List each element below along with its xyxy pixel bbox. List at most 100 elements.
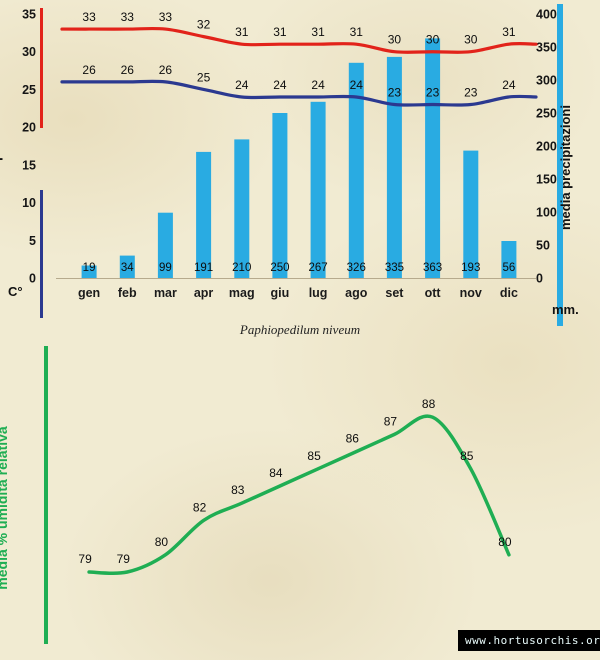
svg-text:feb: feb — [118, 286, 137, 300]
svg-text:15: 15 — [22, 158, 36, 172]
svg-text:25: 25 — [22, 83, 36, 97]
precipitation-axis-title: media precipitazioni — [558, 105, 573, 230]
svg-text:30: 30 — [388, 33, 402, 47]
watermark: www.hortusorchis.org — [458, 630, 600, 651]
svg-text:24: 24 — [350, 78, 364, 92]
svg-text:50: 50 — [536, 239, 550, 253]
svg-text:gen: gen — [78, 286, 100, 300]
mimime-label: mimime — [0, 240, 3, 290]
svg-text:250: 250 — [270, 262, 289, 274]
svg-text:25: 25 — [197, 70, 211, 84]
svg-text:86: 86 — [346, 432, 360, 446]
svg-text:19: 19 — [83, 262, 96, 274]
svg-text:24: 24 — [273, 78, 287, 92]
temperature-precipitation-section: 35 30 25 20 15 10 5 0 400 350 300 250 200 150 100 50 0 ge… — [0, 4, 579, 326]
svg-text:80: 80 — [155, 535, 169, 549]
svg-text:363: 363 — [423, 262, 442, 274]
svg-text:23: 23 — [426, 86, 440, 100]
svg-text:apr: apr — [194, 286, 214, 300]
svg-text:80: 80 — [498, 535, 512, 549]
humidity-plot: 79 79 80 82 83 84 85 86 87 88 85 80 — [78, 397, 512, 576]
svg-text:35: 35 — [22, 8, 36, 22]
svg-text:32: 32 — [197, 18, 211, 32]
svg-text:99: 99 — [159, 262, 172, 274]
chart-title: Paphiopedilum niveum — [239, 322, 361, 337]
svg-text:56: 56 — [503, 262, 516, 274]
svg-text:88: 88 — [422, 397, 436, 411]
min-temperature-labels: 26 26 26 25 24 24 24 24 23 23 23 24 — [82, 63, 516, 100]
svg-text:30: 30 — [426, 33, 440, 47]
left-axis-ticks: 35 30 25 20 15 10 5 0 — [22, 8, 36, 286]
precipitation-bars — [81, 38, 517, 279]
svg-text:250: 250 — [536, 107, 557, 121]
svg-text:20: 20 — [22, 121, 36, 135]
month-labels: gen feb mar apr mag giu lug ago set ott nov dic — [78, 286, 518, 300]
svg-text:267: 267 — [308, 262, 327, 274]
svg-text:23: 23 — [464, 86, 478, 100]
svg-text:nov: nov — [460, 286, 482, 300]
celsius-unit-label: C° — [8, 284, 23, 299]
svg-text:350: 350 — [536, 41, 557, 55]
svg-text:30: 30 — [22, 45, 36, 59]
min-temperature-line — [60, 79, 538, 107]
svg-text:335: 335 — [385, 262, 404, 274]
svg-text:giu: giu — [271, 286, 290, 300]
svg-text:326: 326 — [347, 262, 366, 274]
svg-text:mag: mag — [229, 286, 255, 300]
right-axis-ticks: 400 350 300 250 200 150 100 50 0 — [536, 8, 557, 286]
svg-text:193: 193 — [461, 262, 480, 274]
max-temperature-line — [60, 26, 538, 54]
svg-text:34: 34 — [121, 262, 134, 274]
svg-text:0: 0 — [29, 272, 36, 286]
svg-text:300: 300 — [536, 74, 557, 88]
precipitation-axis-strip — [557, 4, 563, 326]
svg-text:33: 33 — [82, 10, 96, 24]
svg-text:85: 85 — [307, 449, 321, 463]
svg-text:33: 33 — [121, 10, 135, 24]
svg-text:400: 400 — [536, 8, 557, 22]
svg-text:31: 31 — [273, 25, 287, 39]
svg-text:26: 26 — [121, 63, 135, 77]
svg-text:83: 83 — [231, 483, 245, 497]
svg-text:31: 31 — [235, 25, 249, 39]
mimime-axis-strip — [40, 190, 43, 318]
svg-text:ago: ago — [345, 286, 368, 300]
max-temperature-labels: 33 33 33 32 31 31 31 31 30 30 30 31 — [82, 10, 516, 47]
svg-text:87: 87 — [384, 414, 398, 428]
svg-text:31: 31 — [350, 25, 364, 39]
svg-text:10: 10 — [22, 196, 36, 210]
svg-text:30: 30 — [464, 33, 478, 47]
svg-text:5: 5 — [29, 234, 36, 248]
svg-text:24: 24 — [235, 78, 249, 92]
svg-text:24: 24 — [311, 78, 325, 92]
temperature-axis-title: media temperature — [0, 108, 3, 226]
svg-text:ott: ott — [425, 286, 442, 300]
svg-text:26: 26 — [82, 63, 96, 77]
humidity-axis-strip — [44, 346, 48, 644]
massime-axis-strip — [40, 8, 43, 128]
svg-text:0: 0 — [536, 272, 543, 286]
svg-text:33: 33 — [159, 10, 173, 24]
svg-text:dic: dic — [500, 286, 518, 300]
svg-text:lug: lug — [309, 286, 328, 300]
svg-text:31: 31 — [311, 25, 325, 39]
temperature-precipitation-plot: 35302520151050400350300250200150100500ge… — [22, 8, 557, 301]
humidity-axis-title: media % umidità relativa — [0, 426, 10, 590]
mm-unit-label: mm. — [552, 302, 579, 317]
svg-text:31: 31 — [502, 25, 516, 39]
svg-text:200: 200 — [536, 140, 557, 154]
humidity-section: 79 79 80 82 83 84 85 86 87 88 85 80 media % umidità… — [0, 340, 600, 660]
svg-text:82: 82 — [193, 500, 207, 514]
massime-label: massime — [0, 22, 3, 78]
svg-text:set: set — [385, 286, 404, 300]
svg-text:79: 79 — [117, 552, 131, 566]
precipitation-value-labels: 19 34 99 191 210 250 267 326 335 363 193 56 — [83, 262, 516, 274]
svg-text:mar: mar — [154, 286, 177, 300]
svg-text:191: 191 — [194, 262, 213, 274]
svg-text:23: 23 — [388, 86, 402, 100]
svg-text:84: 84 — [269, 466, 283, 480]
svg-text:24: 24 — [502, 78, 516, 92]
humidity-line — [87, 414, 511, 576]
svg-text:150: 150 — [536, 173, 557, 187]
